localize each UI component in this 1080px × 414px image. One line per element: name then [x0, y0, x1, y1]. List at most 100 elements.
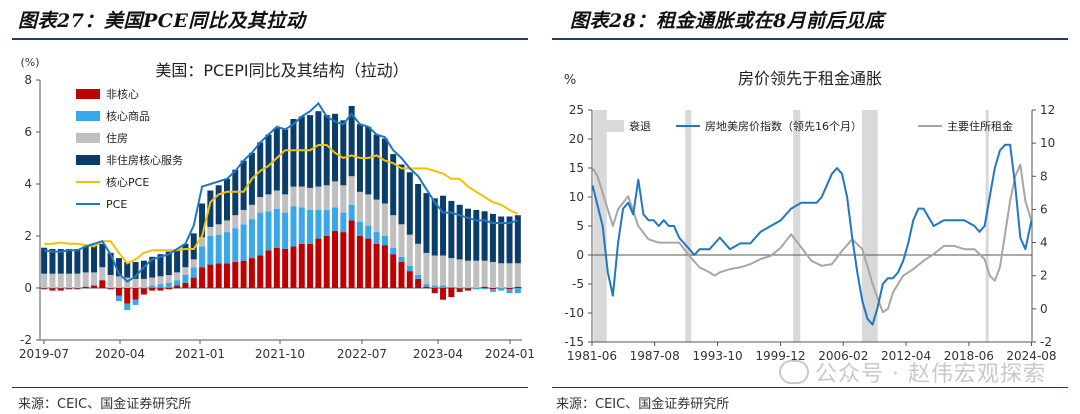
left-title-rule [12, 38, 528, 40]
y-tick-label: 0 [576, 248, 584, 262]
rent-vs-house-price-line-chart: 房价领先于租金通胀% -15 -10 -5 0 5 10 15 20 25 -2 0 2 4 6 8 10 12 1… [564, 69, 1057, 363]
bar-segment-non-core [124, 288, 131, 304]
legend-swatch-non-core [76, 89, 100, 99]
bar-segment-housing [199, 237, 206, 247]
bar-segment-housing [248, 204, 255, 220]
bar-segment-core-services-ex-housing [390, 154, 397, 216]
bar-segment-core-services-ex-housing [257, 142, 264, 197]
y-tick-label: 20 [569, 132, 584, 146]
y-tick-label: -5 [572, 277, 584, 291]
y2-tick-label: -2 [1040, 335, 1052, 349]
bar-segment-core-services-ex-housing [348, 106, 355, 177]
y-tick-label: 5 [576, 219, 584, 233]
bar-segment-non-core [248, 258, 255, 288]
legend-label-core-services-ex-housing: 非住房核心服务 [106, 153, 183, 167]
bar-segment-core-services-ex-housing [440, 195, 447, 256]
bar-segment-non-core [440, 288, 447, 300]
bar-segment-housing [340, 185, 347, 213]
bar-segment-core-services-ex-housing [115, 258, 122, 277]
x-tick-label: 2024-01 [485, 347, 535, 361]
bar-segment-housing [381, 203, 388, 236]
bar-segment-core-goods [440, 285, 447, 288]
bar-segment-housing [398, 224, 405, 257]
bar-segment-non-core [456, 288, 463, 292]
bar-segment-core-services-ex-housing [498, 216, 505, 264]
bar-segment-core-services-ex-housing [199, 203, 206, 238]
bar-segment-core-goods [356, 221, 363, 236]
bar-segment-housing [57, 273, 64, 288]
bar-segment-non-core [115, 288, 122, 296]
x-tick-label: 2012-04 [881, 349, 931, 363]
legend-label-housing: 住房 [106, 131, 128, 145]
bar-segment-non-core [257, 255, 264, 288]
bar-segment-core-goods [481, 288, 488, 290]
bar-segment-core-goods [257, 212, 264, 256]
bar-segment-housing [332, 181, 339, 208]
bar-segment-housing [273, 190, 280, 209]
y-tick-label: 6 [24, 125, 32, 139]
bar-segment-non-core [140, 288, 147, 295]
bar-segment-core-goods [323, 210, 330, 236]
y-tick-label: 15 [569, 161, 584, 175]
bar-segment-core-services-ex-housing [323, 115, 330, 186]
bar-segment-core-services-ex-housing [406, 172, 413, 235]
x-tick-label: 1993-10 [693, 349, 743, 363]
y2-tick-label: 4 [1040, 236, 1048, 250]
x-tick-label: 2019-07 [19, 347, 69, 361]
bar-segment-non-core [390, 254, 397, 288]
bar-segment-non-core [356, 236, 363, 288]
bar-segment-housing [240, 210, 247, 225]
line-rent [591, 163, 1033, 314]
x-tick-label: 2022-07 [337, 347, 387, 361]
bar-segment-core-goods [149, 285, 156, 288]
bar-segment-core-services-ex-housing [49, 249, 56, 274]
bar-segment-core-goods [174, 280, 181, 286]
bar-segment-core-services-ex-housing [298, 116, 305, 187]
bar-segment-non-core [91, 285, 98, 288]
y2-tick-label: 6 [1040, 202, 1048, 216]
bar-segment-core-services-ex-housing [107, 252, 114, 275]
bar-segment-core-services-ex-housing [215, 185, 222, 225]
bar-segment-housing [124, 277, 131, 288]
bar-segment-core-goods [373, 232, 380, 244]
y2-tick-label: 10 [1040, 136, 1055, 150]
bar-segment-non-core [66, 288, 73, 290]
y-axis-unit: % [564, 73, 576, 88]
bar-segment-housing [406, 234, 413, 266]
bar-segment-core-services-ex-housing [174, 249, 181, 273]
chart-title: 美国：PCEPI同比及其结构（拉动） [155, 61, 408, 80]
bar-segment-housing [440, 255, 447, 286]
bar-segment-housing [390, 215, 397, 248]
bar-segment-housing [140, 278, 147, 288]
bar-segment-core-services-ex-housing [473, 210, 480, 261]
bar-segment-housing [373, 199, 380, 233]
bar-segment-core-services-ex-housing [207, 190, 214, 227]
bar-segment-non-core [373, 243, 380, 288]
bar-segment-non-core [298, 243, 305, 288]
bar-segment-non-core [174, 285, 181, 288]
bar-segment-non-core [340, 232, 347, 288]
bar-segment-non-core [273, 247, 280, 288]
bar-segment-core-services-ex-housing [165, 251, 172, 275]
bar-segment-housing [323, 185, 330, 210]
bar-segment-housing [232, 215, 239, 229]
bar-segment-core-services-ex-housing [66, 249, 73, 274]
x-tick-label: 2023-04 [413, 347, 463, 361]
bar-segment-core-goods [124, 303, 131, 311]
x-tick-label: 2021-01 [175, 347, 225, 361]
bar-segment-non-core [464, 288, 471, 291]
x-tick-label: 1987-08 [630, 349, 680, 363]
bar-segment-non-core [99, 280, 106, 288]
y-axis-unit: (%) [20, 56, 39, 69]
bar-segment-core-goods [365, 225, 372, 239]
bar-segment-core-services-ex-housing [41, 247, 48, 274]
bar-segment-non-core [49, 288, 56, 291]
bar-segment-core-goods [232, 228, 239, 262]
bar-segment-housing [257, 197, 264, 213]
bar-segment-core-services-ex-housing [489, 213, 496, 262]
bar-segment-core-services-ex-housing [307, 115, 314, 188]
bar-segment-core-goods [199, 246, 206, 268]
left-figure-title: 图表27：美国PCE同比及其拉动 [18, 10, 306, 32]
x-tick-label: 2020-04 [95, 347, 145, 361]
bar-segment-non-core [431, 288, 438, 294]
